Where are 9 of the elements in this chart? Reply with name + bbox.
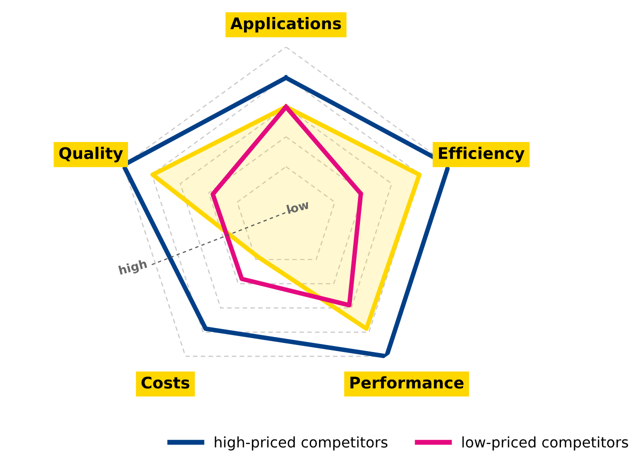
spoke-label: Quality	[59, 146, 123, 162]
text: high	[118, 258, 148, 278]
legend-label: high-priced competitors	[214, 436, 388, 450]
spoke-label: Performance	[350, 376, 464, 389]
spoke-label: Costs	[142, 376, 190, 389]
legend-label: low-priced competitors	[462, 436, 628, 450]
text: low	[286, 200, 310, 214]
spoke-label: Efficiency	[438, 146, 525, 162]
spoke-label: Applications	[230, 17, 341, 32]
